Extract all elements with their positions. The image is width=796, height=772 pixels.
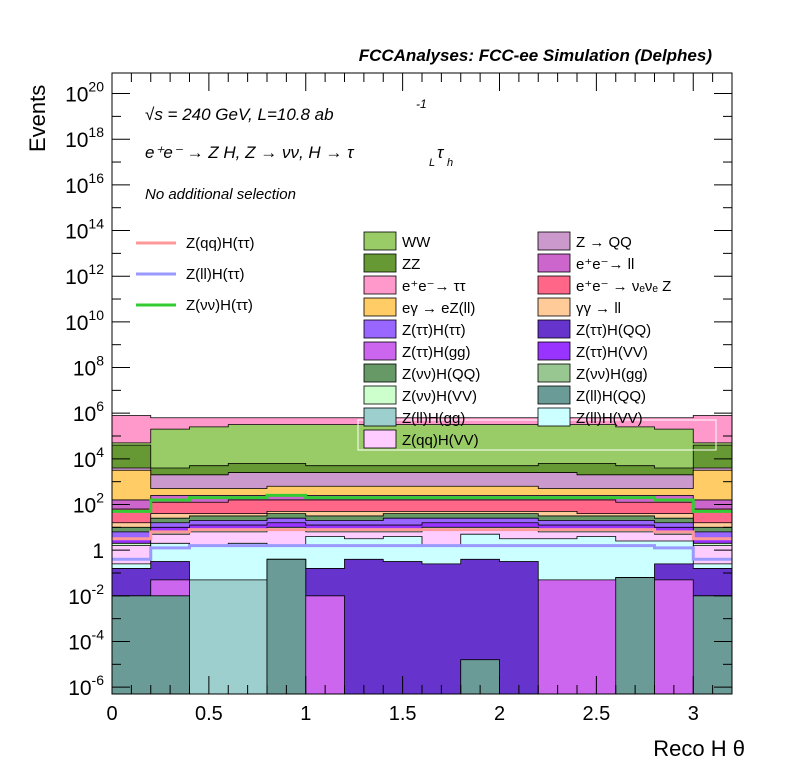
legend-label: e⁺e⁻→ ττ [402, 278, 466, 295]
legend-label: γγ → ll [576, 300, 621, 317]
legend-swatch [363, 253, 397, 273]
y-tick-label: 1020 [65, 79, 104, 107]
legend-label: Z(ττ)H(gg) [402, 344, 471, 361]
legend-swatch [363, 385, 397, 405]
x-tick-label: 0 [106, 703, 117, 725]
legend-swatch [537, 363, 571, 383]
process-subscript-2: h [447, 157, 453, 169]
legend-swatch [537, 231, 571, 251]
legend-line-label: Z(νν)H(ττ) [186, 297, 253, 314]
legend-swatch [363, 231, 397, 251]
legend-swatch [537, 341, 571, 361]
y-tick-label: 108 [73, 353, 104, 381]
process-subscript-1: L [429, 157, 435, 169]
x-tick-label: 1.5 [389, 703, 417, 725]
legend-swatch [363, 297, 397, 317]
signal-line-3 [112, 493, 732, 513]
legend-label: Z(ττ)H(VV) [576, 344, 648, 361]
y-tick-label: 1 [92, 540, 104, 563]
legend-label: Z(ll)H(QQ) [576, 388, 646, 405]
legend-label: eγ → eZ(ll) [402, 300, 475, 317]
legend-swatch [363, 407, 397, 427]
y-tick-label: 1014 [65, 216, 104, 244]
energy-text: √s = 240 GeV, L=10.8 ab [145, 105, 334, 124]
x-tick-label: 3 [688, 703, 699, 725]
process-annotation: e⁺e⁻ → Z H, Z → νν, H → τ L τ h [145, 143, 453, 169]
y-tick-label: 10-6 [68, 672, 104, 700]
legend-label: Z(νν)H(QQ) [402, 366, 480, 383]
x-tick-label: 2 [494, 703, 505, 725]
y-tick-label: 1012 [65, 261, 104, 289]
x-tick-label: 1 [300, 703, 311, 725]
process-text: e⁺e⁻ → Z H, Z → νν, H → τ [145, 143, 355, 162]
y-tick-label: 104 [73, 444, 104, 472]
legend-line-label: Z(ll)H(ττ) [186, 266, 245, 283]
legend-label: e⁺e⁻ → νₑνₑ Z [576, 278, 671, 295]
legend-swatch [363, 319, 397, 339]
legend-label: e⁺e⁻→ ll [576, 256, 634, 273]
legend-label: Z(ll)H(gg) [402, 410, 465, 427]
legend-label: Z(ττ)H(ττ) [402, 322, 466, 339]
process-tau-h: τ [437, 143, 445, 162]
legend-swatch [363, 363, 397, 383]
legend-swatch [363, 429, 397, 449]
legend-swatch [537, 297, 571, 317]
y-tick-label: 10-4 [68, 626, 104, 654]
legend-swatch [363, 341, 397, 361]
y-tick-label: 106 [73, 398, 104, 426]
y-tick-label: 10-2 [68, 581, 104, 609]
signal-line-1 [112, 528, 732, 541]
chart-title: FCCAnalyses: FCC-ee Simulation (Delphes) [359, 46, 713, 65]
y-tick-label: 1016 [65, 170, 104, 198]
legend-line-label: Z(qq)H(ττ) [186, 235, 255, 252]
axis-tick-labels: 0 0.5 1 1.5 2 2.5 3 10-6 10-4 10-2 1 102 104 106 108 10… [65, 79, 699, 725]
y-tick-label: 1018 [65, 124, 104, 152]
legend-label: Z(ll)H(VV) [576, 410, 643, 427]
legend-label: Z(ττ)H(QQ) [576, 322, 651, 339]
legend-swatch [537, 275, 571, 295]
signal-line-2 [112, 544, 732, 561]
legend-label: Z(qq)H(VV) [402, 432, 479, 449]
legend-swatch [363, 275, 397, 295]
background-legend: WW Z → QQ ZZ e⁺e⁻→ ll e⁺e⁻→ ττ e⁺e⁻ → νₑνₑ Z e… [357, 231, 717, 451]
axis-ticks [111, 73, 733, 694]
energy-annotation: √s = 240 GeV, L=10.8 ab -1 [145, 97, 427, 124]
signal-legend: Z(qq)H(ττ) Z(ll)H(ττ) Z(νν)H(ττ) [136, 235, 255, 314]
stacked-histogram-layer [111, 415, 733, 695]
legend-swatch [537, 319, 571, 339]
y-axis-label: Events [25, 85, 50, 152]
y-tick-label: 1010 [65, 307, 104, 335]
legend-label: ZZ [402, 256, 420, 273]
x-axis-label: Reco H θ [653, 736, 745, 761]
x-tick-label: 2.5 [582, 703, 610, 725]
y-tick-label: 102 [73, 490, 104, 518]
legend-swatch [537, 407, 571, 427]
legend-label: Z(νν)H(VV) [402, 388, 477, 405]
signal-lines-layer [112, 493, 732, 561]
legend-swatch [537, 253, 571, 273]
legend-label: Z → QQ [576, 234, 632, 251]
legend-swatch [537, 385, 571, 405]
x-tick-label: 0.5 [195, 703, 223, 725]
energy-exponent: -1 [416, 97, 427, 111]
selection-annotation: No additional selection [145, 186, 296, 203]
legend-label: WW [402, 234, 431, 251]
legend-label: Z(νν)H(gg) [576, 366, 648, 383]
legend-box [357, 419, 717, 451]
